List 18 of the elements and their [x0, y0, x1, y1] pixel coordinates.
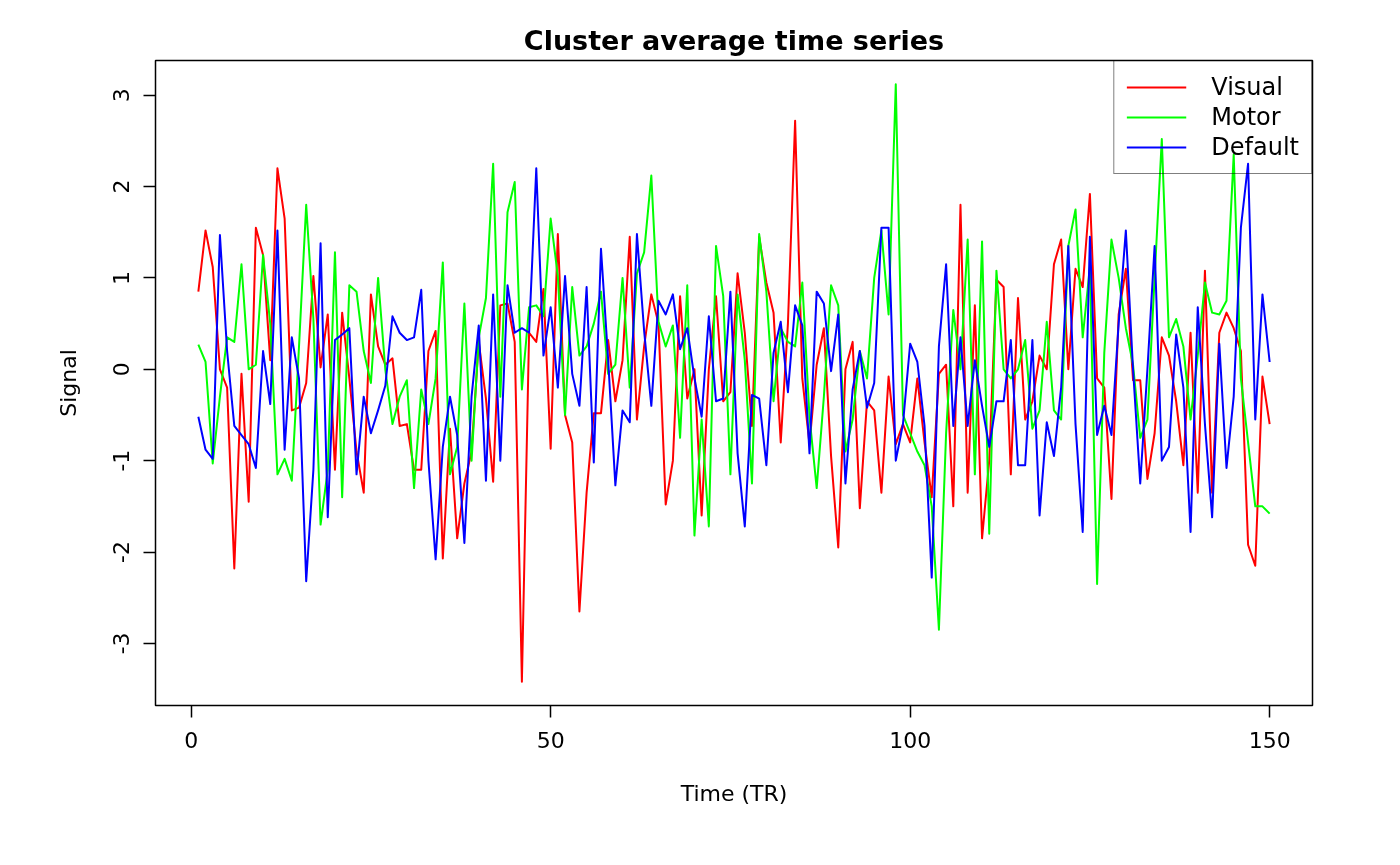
legend-label: Visual: [1211, 73, 1283, 101]
x-tick-label: 100: [889, 727, 932, 753]
x-tick-label: 150: [1248, 727, 1291, 753]
x-tick-label: 0: [184, 727, 199, 753]
y-tick-label: 0: [109, 362, 135, 377]
y-tick-label: 3: [109, 88, 135, 103]
y-tick-label: 2: [109, 179, 135, 194]
y-tick-label: -3: [109, 632, 135, 655]
x-tick-label: 50: [536, 727, 565, 753]
line-series: [197, 162, 1271, 583]
y-tick-label: 1: [109, 270, 135, 285]
y-tick-label: -1: [109, 449, 135, 472]
chart-title: Cluster average time series: [523, 24, 945, 56]
y-axis-title: Signal: [55, 349, 81, 417]
legend-label: Default: [1211, 133, 1299, 161]
y-tick-label: -2: [109, 541, 135, 563]
legend-label: Motor: [1211, 103, 1281, 131]
x-axis-title: Time (TR): [679, 780, 788, 806]
